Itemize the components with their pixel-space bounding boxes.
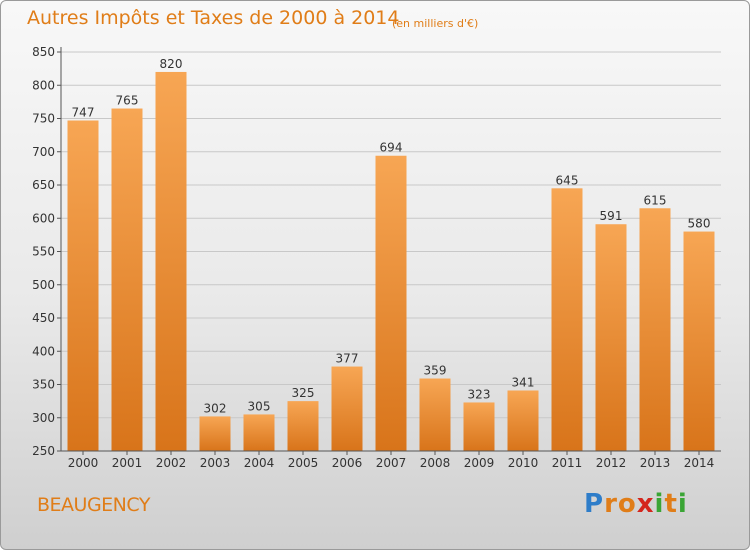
logo-letter: P	[584, 489, 605, 519]
y-tick-label: 500	[32, 278, 55, 292]
y-tick-label: 550	[32, 245, 55, 259]
data-label: 580	[688, 217, 711, 231]
x-tick-label: 2005	[288, 456, 319, 470]
y-tick-label: 850	[32, 45, 55, 59]
bar-2000	[67, 120, 99, 452]
bar-2007	[375, 155, 407, 452]
bar-2014	[683, 231, 715, 451]
data-label: 820	[160, 57, 183, 71]
logo-letter: x	[636, 489, 655, 519]
y-tick-label: 800	[32, 78, 55, 92]
x-tick-label: 2011	[552, 456, 583, 470]
data-label: 305	[248, 399, 271, 413]
bar-2013	[639, 208, 671, 451]
logo-letter: r	[604, 489, 618, 519]
x-tick-label: 2001	[112, 456, 143, 470]
data-label: 323	[468, 387, 491, 401]
data-label: 747	[72, 105, 95, 119]
chart-title: Autres Impôts et Taxes de 2000 à 2014	[27, 7, 400, 29]
x-tick-label: 2013	[640, 456, 671, 470]
bar-2003	[199, 416, 231, 451]
logo-letter: i	[677, 489, 688, 519]
x-tick-label: 2000	[68, 456, 99, 470]
bar-2001	[111, 108, 143, 452]
data-label: 377	[336, 352, 359, 366]
data-label: 302	[204, 401, 227, 415]
bar-2008	[419, 378, 451, 451]
y-tick-label: 600	[32, 211, 55, 225]
logo-letter: o	[617, 489, 637, 519]
data-label: 645	[556, 173, 579, 187]
bar-2002	[155, 71, 187, 451]
data-label: 615	[644, 193, 667, 207]
x-tick-label: 2003	[200, 456, 231, 470]
y-tick-label: 250	[32, 444, 55, 458]
y-tick-label: 700	[32, 145, 55, 159]
logo-letter: t	[664, 489, 678, 519]
y-tick-label: 750	[32, 112, 55, 126]
x-tick-label: 2009	[464, 456, 495, 470]
y-tick-label: 300	[32, 411, 55, 425]
data-label: 359	[424, 364, 447, 378]
data-label: 694	[380, 141, 403, 155]
x-tick-label: 2004	[244, 456, 275, 470]
city-name: BEAUGENCY	[37, 494, 150, 516]
bar-2009	[463, 402, 495, 451]
bar-2010	[507, 390, 539, 451]
bar-2005	[287, 401, 319, 451]
data-label: 591	[600, 209, 623, 223]
y-tick-label: 400	[32, 344, 55, 358]
logo-letter: i	[654, 489, 665, 519]
y-tick-label: 450	[32, 311, 55, 325]
x-tick-label: 2008	[420, 456, 451, 470]
bar-2004	[243, 414, 275, 451]
x-tick-label: 2002	[156, 456, 187, 470]
x-tick-label: 2014	[684, 456, 715, 470]
y-tick-label: 350	[32, 378, 55, 392]
x-tick-label: 2007	[376, 456, 407, 470]
chart-subtitle: (en milliers d'€)	[392, 17, 479, 30]
bars: 747 765 820 302 305 325 377 694 359 323 341 645 591 6…	[67, 57, 715, 452]
axes: 250 300 350 400 450 500 550 600 650 700 750 800 850 2…	[32, 45, 721, 470]
proxiti-logo[interactable]: Proxiti	[584, 489, 688, 519]
data-label: 765	[116, 94, 139, 108]
x-tick-label: 2010	[508, 456, 539, 470]
x-tick-label: 2006	[332, 456, 363, 470]
y-tick-label: 650	[32, 178, 55, 192]
bar-2012	[595, 224, 627, 451]
data-label: 325	[292, 386, 315, 400]
x-tick-label: 2012	[596, 456, 627, 470]
bar-2006	[331, 366, 363, 451]
bar-2011	[551, 188, 583, 451]
data-label: 341	[512, 375, 535, 389]
